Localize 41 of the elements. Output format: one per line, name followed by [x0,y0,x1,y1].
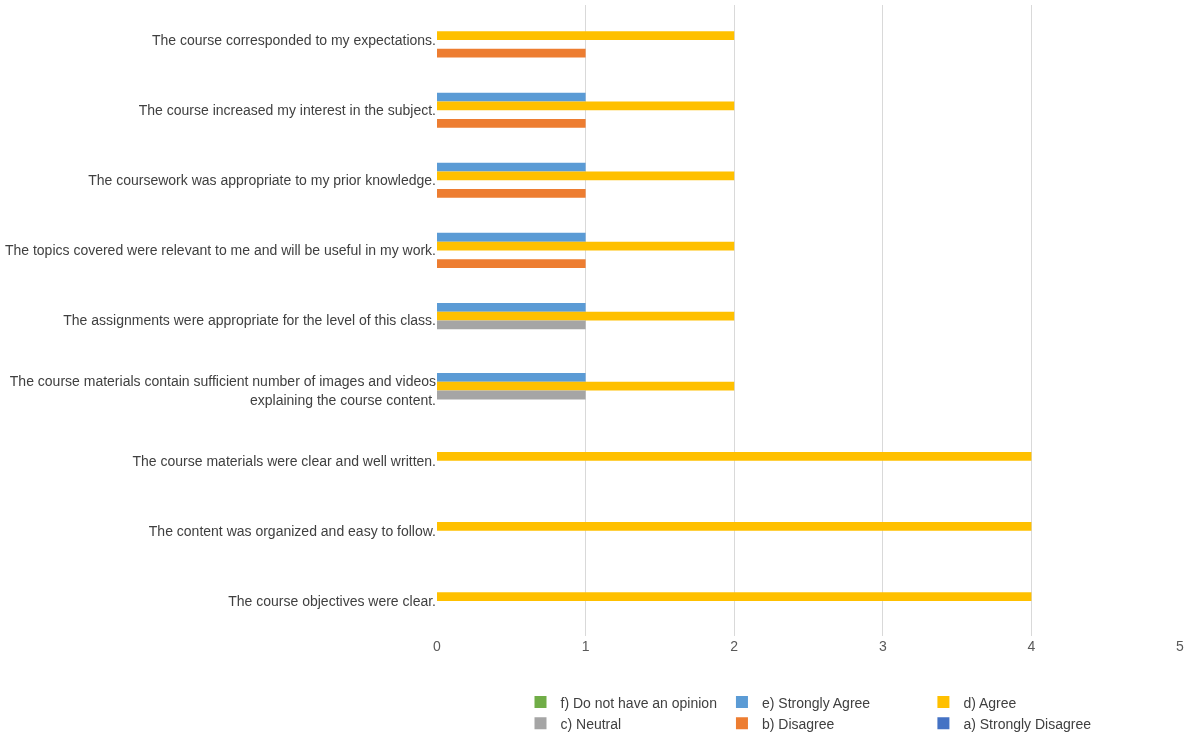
bar [437,311,735,321]
bar [437,171,735,181]
legend-label: c) Neutral [560,715,622,732]
bar [437,302,586,312]
y-tick-label: The course materials were clear and well written. [132,452,436,469]
y-tick-label: The coursework was appropriate to my prior knowledge. [88,172,436,189]
bar [437,31,735,41]
bar [437,241,735,251]
y-tick-label: The course increased my interest in the subject. [138,102,436,119]
y-tick-label: The content was organized and easy to follow. [148,522,436,539]
bar [437,390,586,400]
bar [437,48,586,58]
legend-label: b) Disagree [761,715,835,732]
x-tick-label: 2 [730,638,739,654]
legend-label: d) Agree [963,694,1017,711]
bar [437,373,586,382]
bar [437,232,586,242]
bar [437,162,586,172]
bar [437,101,735,111]
y-tick-label: The course objectives were clear. [228,592,436,609]
bar [437,522,1032,531]
bar [437,118,586,128]
y-tick-label: The assignments were appropriate for the level of this class. [63,312,436,329]
x-tick-label: 5 [1176,638,1185,654]
bar [437,92,586,102]
y-tick-label: The course materials contain sufficient number of images and videos explaining the course content. [9,373,436,408]
legend-label: e) Strongly Agree [761,694,871,711]
legend-label: f) Do not have an opinion [560,694,717,711]
bar [437,381,735,391]
bar [437,592,1032,601]
x-tick-label: 1 [581,638,590,654]
x-tick-label: 3 [878,638,887,654]
bar [437,259,586,268]
y-tick-label: The course corresponded to my expectations. [151,31,436,48]
legend-label: a) Strongly Disagree [963,715,1092,732]
y-tick-label: The topics covered were relevant to me and will be useful in my work. [4,242,436,259]
x-tick-label: 0 [433,638,442,654]
bar [437,189,586,198]
x-tick-label: 4 [1027,638,1036,654]
bar [437,451,1032,461]
bar [437,320,586,330]
